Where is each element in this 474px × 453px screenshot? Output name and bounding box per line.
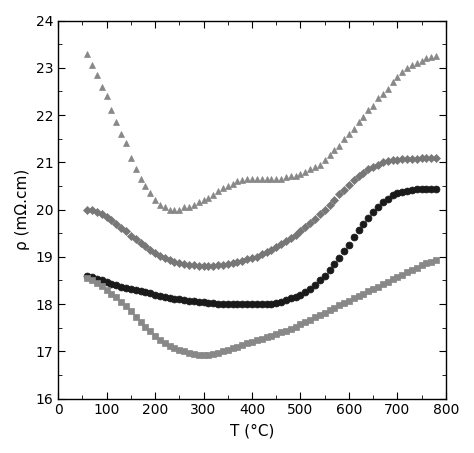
Y-axis label: ρ (mΩ.cm): ρ (mΩ.cm) [15,169,30,250]
X-axis label: T (°C): T (°C) [230,423,274,438]
